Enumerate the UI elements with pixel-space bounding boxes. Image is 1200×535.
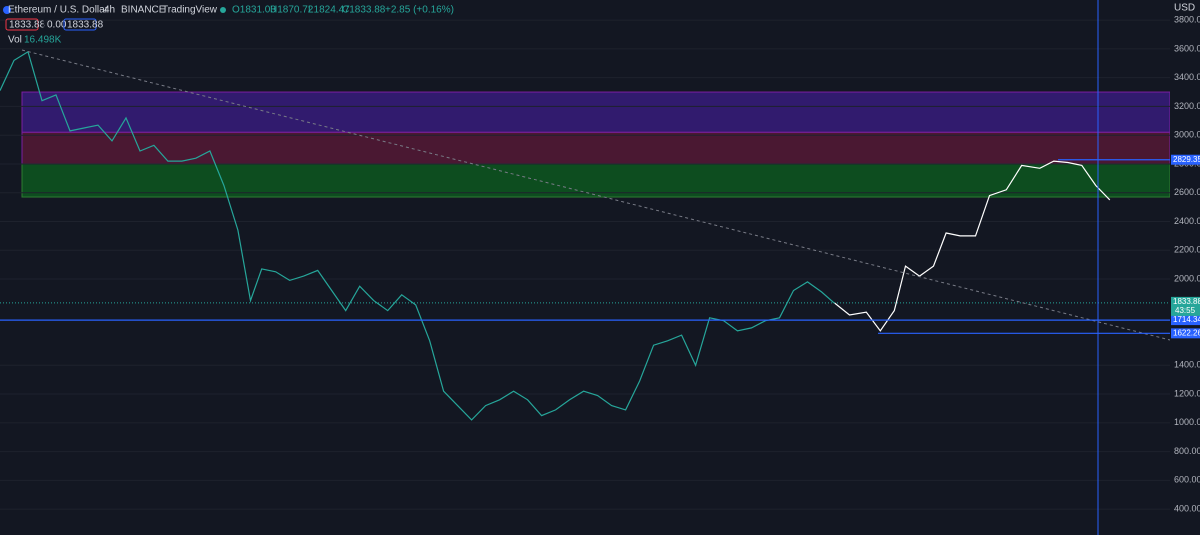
badge-text: 0.00 [47, 20, 67, 31]
badge-box [63, 18, 97, 31]
y-tick-label: 2600.00 [1174, 187, 1200, 197]
badge-box [5, 18, 39, 31]
level-label-box [1171, 154, 1200, 165]
ohlc-value: L1824.47 [308, 5, 350, 16]
badge-text: 1833.88 [67, 20, 104, 31]
ohlc-value: O1831.03 [232, 5, 276, 16]
source: TradingView [162, 5, 218, 16]
ohlc-value: C1833.88 [342, 5, 386, 16]
badge-text: 1833.88 [9, 20, 46, 31]
y-tick-label: 3600.00 [1174, 43, 1200, 53]
status-dot [220, 7, 226, 13]
y-tick-label: 1400.00 [1174, 360, 1200, 370]
symbol-title: Ethereum / U.S. Dollar [8, 5, 109, 16]
ohlc-value: H1870.72 [270, 5, 314, 16]
y-tick-label: 800.00 [1174, 446, 1200, 456]
zone [21, 91, 1171, 133]
price-axis [1170, 0, 1200, 535]
price-line [833, 160, 1111, 332]
zone [21, 163, 1171, 198]
symbol-icon [3, 6, 11, 14]
last-price-label: 1833.88 [1173, 297, 1200, 306]
zone [21, 131, 1171, 165]
y-tick-label: 3800.00 [1174, 15, 1200, 25]
y-tick-label: 3200.00 [1174, 101, 1200, 111]
trend-line [21, 49, 1171, 341]
currency: USD [1174, 3, 1195, 14]
price-line [0, 50, 835, 421]
ohlc-value: +2.85 (+0.16%) [385, 5, 454, 16]
last-price-box [1171, 296, 1200, 316]
interval: 4h [104, 5, 115, 16]
exchange: BINANCE [121, 5, 166, 16]
y-tick-label: 600.00 [1174, 475, 1200, 485]
level-label-box [1171, 328, 1200, 339]
volume-label: Vol [8, 35, 22, 46]
countdown: 43:55 [1175, 306, 1196, 315]
y-tick-label: 3400.00 [1174, 72, 1200, 82]
level-label: 2829.35 [1173, 155, 1200, 164]
y-tick-label: 400.00 [1174, 503, 1200, 513]
volume-value: 16.498K [24, 35, 62, 46]
badge-box [43, 18, 63, 31]
y-tick-label: 2400.00 [1174, 216, 1200, 226]
y-tick-label: 1200.00 [1174, 388, 1200, 398]
level-label: 1714.34 [1173, 315, 1200, 324]
y-tick-label: 3000.00 [1174, 130, 1200, 140]
level-label-box [1171, 315, 1200, 326]
y-tick-label: 1000.00 [1174, 417, 1200, 427]
y-tick-label: 2200.00 [1174, 245, 1200, 255]
plot [0, 19, 1171, 510]
y-tick-label: 2000.00 [1174, 273, 1200, 283]
level-label: 1622.26 [1173, 328, 1200, 337]
